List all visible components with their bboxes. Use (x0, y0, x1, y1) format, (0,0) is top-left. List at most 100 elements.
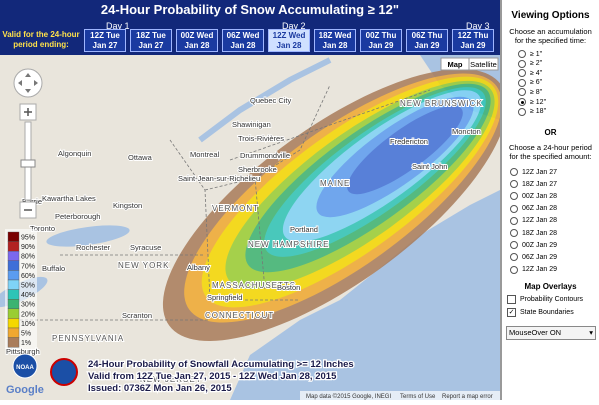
legend-label: 1% (21, 340, 31, 347)
radio-button (518, 88, 526, 97)
legend-label: 70% (21, 263, 35, 270)
period-button[interactable]: 18Z Tue Jan 27 (130, 29, 172, 52)
period-button[interactable]: 18Z Wed Jan 28 (314, 29, 356, 52)
header: 24-Hour Probability of Snow Accumulating… (0, 0, 500, 55)
legend-swatch (7, 289, 20, 300)
period-option[interactable]: 06Z Jan 28 (510, 204, 558, 213)
amount-option-label: ≥ 12" (530, 98, 547, 106)
amount-option[interactable]: ≥ 18" (518, 107, 546, 116)
city-label: Pittsburgh (6, 347, 40, 356)
period-option[interactable]: 18Z Jan 28 (510, 229, 557, 237)
footer-link[interactable]: Terms of Use (400, 394, 436, 400)
period-date: Jan 28 (230, 41, 256, 50)
period-time: 18Z Tue (136, 31, 166, 40)
period-time: 00Z Wed (180, 31, 214, 40)
period-time: 06Z Wed (226, 31, 260, 40)
city-label: Scranton (122, 311, 152, 320)
radio-button (518, 107, 526, 116)
state-label: PENNSYLVANIA (52, 334, 124, 343)
city-label: Springfield (207, 293, 242, 302)
caption: Valid from 12Z Tue Jan 27, 2015 - 12Z We… (88, 371, 337, 382)
period-option[interactable]: 12Z Jan 28 (510, 216, 558, 225)
overlay-option[interactable]: Probability Contours (507, 295, 583, 304)
legend-label: 90% (21, 244, 35, 251)
city-label: Buffalo (42, 264, 65, 273)
period-option[interactable]: 12Z Jan 29 (510, 265, 557, 274)
period-option-label: 06Z Jan 28 (522, 205, 558, 213)
day-label: Day 2 (282, 21, 306, 31)
period-option-label: 12Z Jan 28 (522, 217, 558, 225)
noaa-logo (12, 353, 38, 379)
radio-button (518, 98, 526, 106)
period-date: Jan 27 (92, 41, 118, 50)
legend-swatch (7, 241, 20, 252)
amount-option[interactable]: ≥ 4" (518, 69, 542, 78)
amount-option[interactable]: ≥ 1" (518, 50, 542, 58)
city-label: Rochester (76, 243, 111, 252)
state-label: MASSACHUSETTS (212, 281, 296, 290)
legend-label: 50% (21, 283, 35, 290)
city-label: Kingston (113, 201, 142, 210)
state-label: NEW YORK (118, 261, 169, 270)
period-button[interactable]: 12Z Tue Jan 27 (84, 29, 126, 52)
period-option-label: 18Z Jan 27 (522, 180, 558, 188)
map[interactable]: Quebec City Shawinigan Trois-Rivières Drumm… (0, 55, 508, 400)
legend-label: 80% (21, 254, 35, 261)
ocean (230, 190, 500, 400)
period-option[interactable]: 00Z Jan 28 (510, 192, 557, 201)
select-arrow: ▾ (589, 328, 593, 337)
mouseover-select[interactable]: MouseOver ON ▾ (506, 326, 596, 340)
period-option-label: 06Z Jan 29 (522, 253, 558, 261)
city-label: Saint-Jean-sur-Richelieu (178, 174, 260, 183)
google-logo: Google (6, 384, 44, 396)
period-button[interactable]: 12Z Wed Jan 28 (268, 29, 310, 52)
period-button[interactable]: 00Z Thu Jan 29 (360, 29, 402, 52)
footer-bg (300, 391, 500, 400)
caption: 24-Hour Probability of Snowfall Accumula… (88, 359, 354, 370)
overlay-option[interactable]: ✓ State Boundaries (507, 308, 574, 317)
radio-button (510, 180, 518, 189)
legend-swatch (7, 318, 20, 329)
period-button[interactable]: 00Z Wed Jan 28 (176, 29, 218, 52)
state-label: NEW BRUNSWICK (400, 99, 483, 108)
period-date: Jan 28 (322, 41, 348, 50)
satellite-button[interactable] (468, 57, 499, 71)
amount-option[interactable]: ≥ 2" (518, 59, 542, 68)
amount-option[interactable]: ≥ 8" (518, 88, 542, 97)
legend-swatch (7, 327, 20, 338)
city-label: Albany (187, 263, 210, 272)
period-time: 12Z Wed (272, 31, 306, 40)
prompt: Choose an accumulation for the specified… (509, 27, 592, 45)
period-option[interactable]: 00Z Jan 29 (510, 241, 558, 250)
period-button[interactable]: 12Z Thu Jan 29 (452, 29, 494, 52)
radio-button (518, 50, 526, 58)
city-label: Toronto (30, 224, 55, 233)
legend-label: 60% (21, 273, 35, 280)
amount-option-label: ≥ 1" (530, 50, 543, 58)
prompt: Choose a 24-hour period for the specifie… (509, 143, 592, 161)
legend-swatch (7, 308, 20, 319)
period-date: Jan 28 (276, 41, 302, 50)
amount-option[interactable]: ≥ 6" (518, 78, 543, 87)
period-option[interactable]: 12Z Jan 27 (510, 168, 557, 176)
pan-control[interactable] (13, 68, 43, 98)
period-time: 12Z Tue (90, 31, 120, 40)
state-label: CONNECTICUT (205, 311, 274, 320)
footer-link[interactable]: Report a map error (442, 394, 493, 400)
amount-option-label: ≥ 6" (530, 79, 543, 87)
legend-label: 10% (21, 321, 35, 328)
period-option[interactable]: 06Z Jan 29 (510, 253, 558, 262)
checkbox (507, 295, 516, 304)
period-option-label: 00Z Jan 29 (522, 241, 558, 249)
period-button[interactable]: 06Z Thu Jan 29 (406, 29, 448, 52)
period-button[interactable]: 06Z Wed Jan 28 (222, 29, 264, 52)
zoom-thumb[interactable] (20, 159, 36, 168)
overlays-title: Map Overlays (524, 282, 577, 291)
amount-option[interactable]: ≥ 12" (518, 98, 546, 106)
title: 24-Hour Probability of Snow Accumulating… (100, 2, 400, 17)
period-option[interactable]: 18Z Jan 27 (510, 180, 558, 189)
period-time: 00Z Thu (365, 31, 397, 40)
band (347, 105, 463, 195)
period-time: 12Z Thu (457, 31, 489, 40)
